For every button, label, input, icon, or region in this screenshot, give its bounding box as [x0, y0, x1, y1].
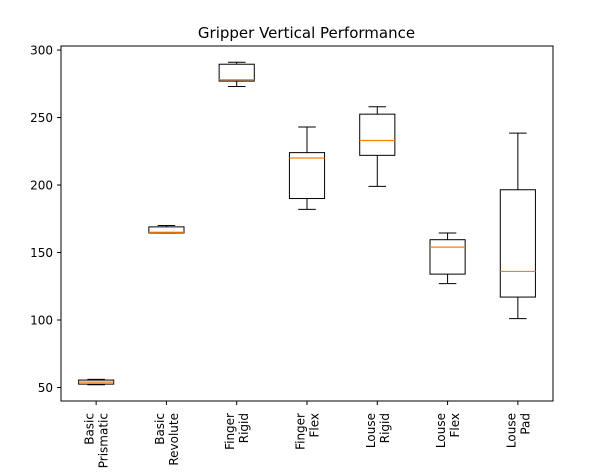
x-tick-label: Finger Flex — [294, 413, 322, 450]
y-tick-label: 200 — [30, 179, 53, 193]
plot-frame — [60, 45, 554, 402]
x-tick-label-line: Rigid — [378, 413, 392, 443]
x-tick-label-line: Finger — [223, 413, 237, 450]
iqr-box — [359, 113, 396, 156]
box-louse-flex — [429, 232, 466, 285]
y-tick-label: 50 — [38, 381, 53, 395]
x-tick-label-line: Basic — [153, 413, 167, 445]
x-tick-label-line: Pad — [518, 413, 532, 435]
iqr-box — [429, 239, 466, 275]
x-tick-label: Louse Flex — [434, 413, 462, 448]
x-tick-label: Basic Prismatic — [83, 413, 111, 468]
chart-title: Gripper Vertical Performance — [198, 24, 415, 42]
x-tick-label-line: Louse — [364, 413, 378, 448]
y-tick-label: 150 — [30, 246, 53, 260]
x-tick-label: Basic Revolute — [153, 413, 181, 466]
x-axis: Basic Prismatic Basic Revolute Finger Rigid Fi… — [83, 401, 532, 468]
box-louse-pad — [499, 132, 536, 320]
x-tick-label-line: Louse — [434, 413, 448, 448]
box-basic-prismatic — [78, 378, 115, 386]
iqr-box — [218, 63, 255, 82]
iqr-box — [148, 226, 185, 234]
box-basic-revolute — [148, 225, 185, 234]
iqr-box — [288, 152, 326, 200]
x-tick-label: Finger Rigid — [223, 413, 251, 450]
x-tick-label: Louse Rigid — [364, 413, 392, 448]
x-tick-label-line: Prismatic — [97, 413, 111, 468]
x-tick-label-line: Basic — [83, 413, 97, 445]
x-tick-label-line: Rigid — [237, 413, 251, 443]
x-tick-label-line: Flex — [448, 413, 462, 438]
box-louse-rigid — [359, 106, 396, 187]
y-axis: 50 100 150 200 250 300 — [30, 44, 61, 395]
box-series — [78, 61, 536, 386]
x-tick-label-line: Flex — [308, 413, 322, 438]
x-tick-label-line: Revolute — [167, 413, 181, 466]
box-finger-flex — [288, 126, 326, 210]
box-finger-rigid — [218, 61, 255, 87]
x-tick-label: Louse Pad — [504, 413, 532, 448]
x-tick-label-line: Louse — [504, 413, 518, 448]
y-tick-label: 250 — [30, 111, 53, 125]
y-tick-label: 100 — [30, 314, 53, 328]
x-tick-label-line: Finger — [294, 413, 308, 450]
y-tick-label: 300 — [30, 44, 53, 58]
iqr-box — [499, 189, 536, 298]
